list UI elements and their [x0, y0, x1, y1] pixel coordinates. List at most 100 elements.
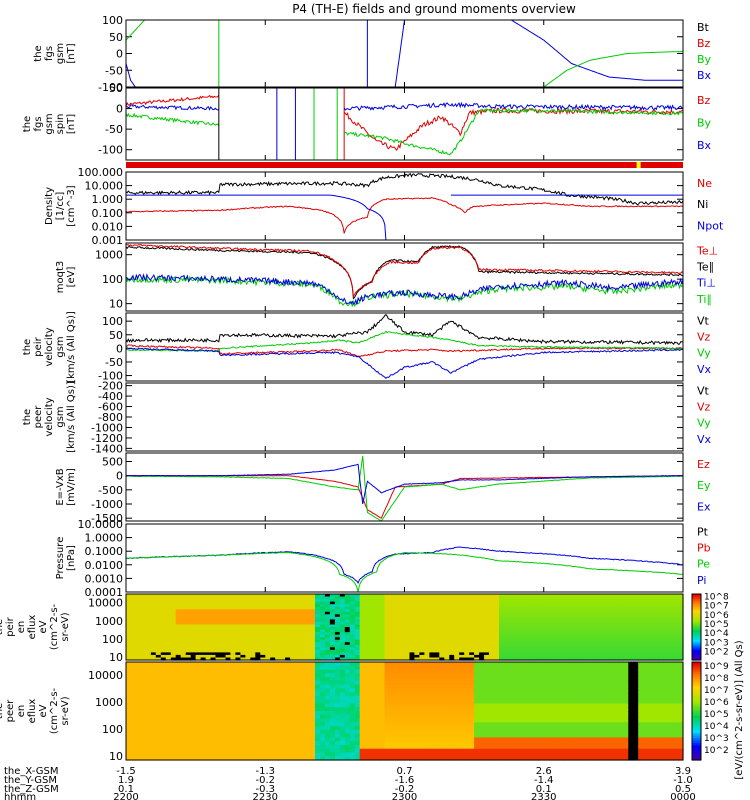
spectrogram-cell	[454, 637, 460, 641]
spectrogram-cell	[260, 629, 266, 633]
spectrogram-cell	[419, 726, 425, 731]
spectrogram-cell	[538, 604, 545, 608]
spectrogram-cell	[409, 665, 416, 671]
spectrogram-cell	[344, 654, 351, 658]
spectrogram-cell	[305, 614, 311, 618]
spectrogram-cell	[668, 642, 674, 646]
spectrogram-cell	[270, 748, 276, 754]
spectrogram-cell	[200, 601, 207, 605]
spectrogram-cell	[434, 609, 440, 613]
spectrogram-cell	[364, 621, 371, 625]
spectrogram-cell	[131, 621, 137, 625]
spectrogram-cell	[364, 695, 371, 701]
spectrogram-cell	[310, 639, 316, 643]
spectrogram-cell	[439, 756, 445, 761]
spectrogram-cell	[558, 652, 565, 656]
spectrogram-cell	[364, 744, 371, 750]
spectrogram-cell	[384, 629, 391, 633]
spectrogram-cell	[270, 744, 276, 750]
spectrogram-cell	[449, 627, 455, 631]
spectrogram-cell	[439, 695, 445, 701]
spectrogram-cell	[180, 662, 187, 667]
spectrogram-cell	[364, 688, 371, 693]
spectrogram-cell	[484, 647, 490, 651]
spectrogram-cell	[643, 637, 649, 641]
spectrogram-cell	[384, 707, 391, 712]
spectrogram-cell	[334, 639, 341, 643]
spectrogram-cell	[240, 614, 246, 618]
spectrogram-cell	[240, 737, 246, 742]
spectrogram-cell	[354, 644, 361, 648]
y-axis-label: [nT]	[66, 114, 77, 134]
spectrogram-cell	[230, 729, 236, 735]
spectrogram-cell	[160, 649, 167, 653]
spectrogram-cell	[424, 714, 430, 720]
spectrogram-cell	[354, 729, 361, 735]
spectrogram-cell	[424, 621, 430, 625]
spectrogram-cell	[369, 669, 376, 674]
spectrogram-cell	[548, 639, 555, 643]
spectrogram-cell	[364, 726, 371, 731]
spectrogram-cell	[245, 733, 251, 738]
spectrogram-cell	[404, 594, 411, 598]
spectrogram-cell	[548, 632, 555, 636]
spectrogram-cell	[329, 639, 336, 643]
spectrogram-cell	[140, 624, 147, 628]
spectrogram-cell	[638, 627, 644, 631]
spectrogram-cell	[160, 647, 167, 651]
spectrogram-cell	[429, 737, 435, 742]
y-axis-label: [km/s (All Qs)]	[66, 381, 77, 453]
spectrogram-cell	[320, 642, 326, 646]
spectrogram-cell	[195, 752, 202, 757]
spectrogram-cell	[190, 748, 197, 754]
spectrogram-cell	[464, 596, 470, 600]
spectrogram-cell	[573, 606, 580, 610]
spectrogram-cell	[190, 654, 197, 658]
spectrogram-cell	[349, 726, 356, 731]
spectrogram-cell	[190, 662, 197, 667]
spectrogram-cell	[135, 632, 142, 636]
spectrogram-cell	[250, 677, 256, 682]
spectrogram-cell	[663, 606, 669, 610]
spectrogram-cell	[305, 680, 311, 686]
spectrogram-cell	[334, 657, 341, 661]
spectrogram-cell	[260, 699, 266, 705]
spectrogram-cell	[240, 642, 246, 646]
spectrogram-cell	[469, 637, 475, 641]
spectrogram-cell	[245, 627, 251, 631]
spectrogram-cell	[165, 729, 172, 735]
spectrogram-cell	[131, 729, 137, 735]
spectrogram-cell	[145, 665, 152, 671]
spectrogram-cell	[633, 611, 639, 615]
spectrogram-cell	[240, 611, 246, 615]
spectrogram-cell	[305, 726, 311, 731]
spectrogram-cell	[260, 599, 266, 603]
spectrogram-cell	[588, 621, 595, 625]
spectrogram-cell	[344, 634, 351, 638]
spectrogram-cell	[369, 688, 376, 693]
spectrogram-cell	[265, 606, 271, 610]
spectrogram-cell	[608, 601, 614, 605]
spectrogram-cell	[678, 609, 684, 613]
spectrogram-cell	[220, 714, 227, 720]
spectrogram-cell	[499, 624, 505, 628]
spectrogram-cell	[444, 632, 450, 636]
spectrogram-cell	[513, 644, 520, 648]
spectrogram-cell	[538, 644, 545, 648]
spectrogram-cell	[150, 649, 157, 653]
spectrogram-cell	[235, 637, 241, 641]
spectrogram-cell	[429, 722, 435, 727]
spectrogram-cell	[369, 649, 376, 653]
spectrogram-cell	[150, 601, 157, 605]
spectrogram-cell	[285, 601, 291, 605]
spectrogram-cell	[275, 699, 281, 705]
spectrogram-cell	[613, 654, 619, 658]
spectrogram-cell	[329, 594, 336, 598]
spectrogram-cell	[160, 639, 167, 643]
spectrogram-cell	[434, 596, 440, 600]
spectrogram-cell	[424, 606, 430, 610]
spectrogram-cell	[245, 642, 251, 646]
spectrogram-cell	[598, 621, 605, 625]
spectrogram-cell	[608, 642, 614, 646]
